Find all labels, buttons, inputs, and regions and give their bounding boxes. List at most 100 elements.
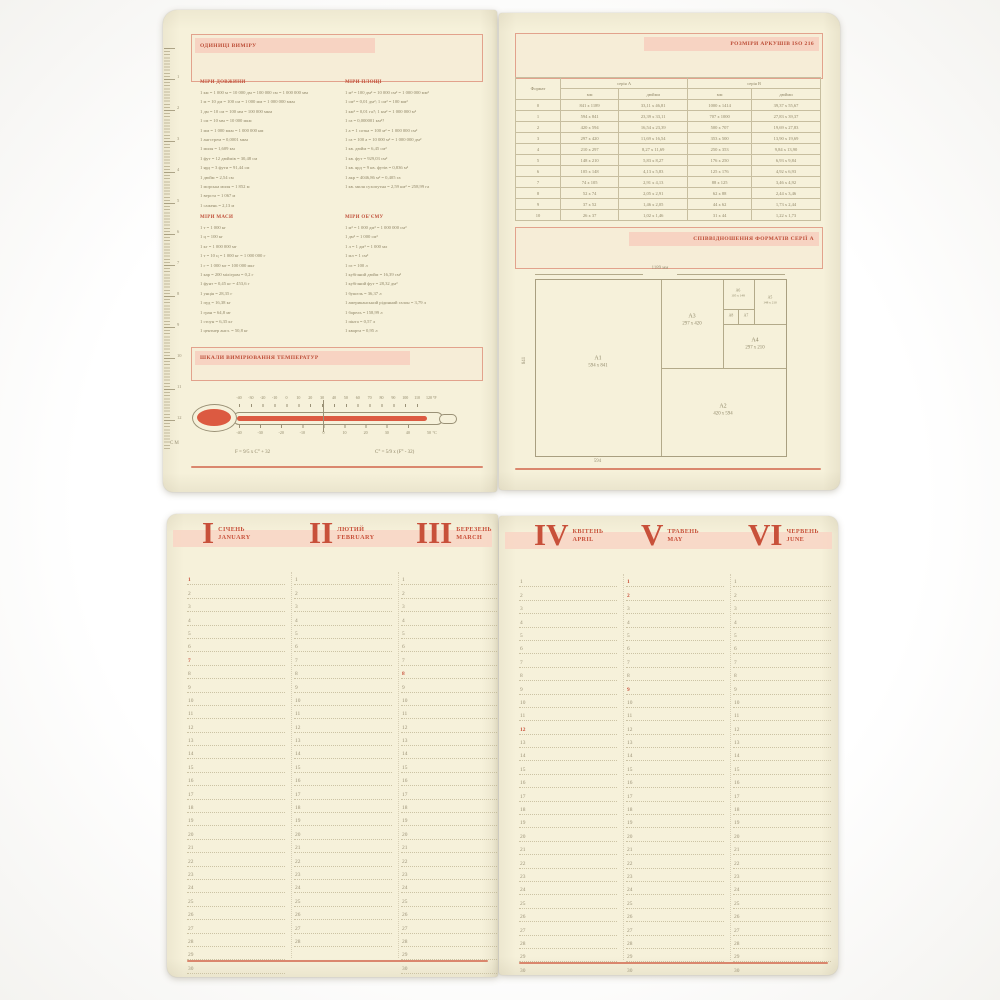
measure-section-title: МІРИ МАСИ (200, 215, 234, 220)
month-roman-numeral: II (309, 515, 334, 550)
section-mass: МІРИ МАСИ 1 т = 1 000 кг 1 ц = 100 кг 1 кг … (200, 215, 346, 336)
months-header-strip (505, 532, 832, 549)
page-bottom-rule (187, 960, 488, 962)
day-row: 9 (519, 681, 617, 695)
day-row: 22 (294, 853, 392, 867)
day-row: 21 (401, 840, 498, 854)
day-row: 10 (519, 695, 617, 708)
day-number: 14 (402, 751, 408, 758)
month-roman-numeral: III (416, 515, 453, 550)
cell-size: 297 x 420 (559, 132, 620, 144)
day-row: 5 (733, 628, 831, 641)
day-number: 22 (188, 858, 194, 865)
day-number: 10 (188, 697, 194, 704)
cell-size: 250 x 353 (687, 143, 752, 155)
thermometer-end-cap (439, 414, 457, 424)
day-row: 18 (519, 802, 617, 816)
day-row: 23 (187, 867, 285, 880)
c-tick-label: 0 (322, 430, 325, 435)
day-row: 11 (733, 708, 831, 722)
day-number: 18 (295, 805, 301, 812)
day-number: 29 (188, 952, 194, 959)
measure-line: 1 кубічний фут = 28,32 дм³ (345, 281, 398, 287)
day-number: 20 (627, 833, 633, 840)
day-row: 11 (401, 706, 498, 720)
day-number: 19 (402, 818, 408, 825)
day-number: 5 (520, 632, 523, 639)
measure-line: 1 дм = 10 см = 100 мм = 100 000 мкм (200, 108, 273, 114)
day-number: 24 (402, 885, 408, 892)
ruler-number: 12 (177, 415, 182, 420)
day-row: 24 (626, 882, 724, 896)
diagram-bottom-dimension: 594 (593, 459, 602, 464)
day-row: 18 (401, 800, 498, 814)
day-row: 24 (733, 882, 831, 896)
measure-line: 1 г = 1 000 мг = 100 000 мкг (200, 262, 255, 268)
day-row: 20 (626, 828, 724, 842)
day-row: 21 (733, 842, 831, 856)
day-number: 1 (734, 579, 737, 586)
measure-line: 1 гл = 100 л (345, 262, 368, 268)
day-number: 5 (402, 630, 405, 637)
day-row: 17 (519, 788, 617, 802)
month-column-february: 1 2 3 4 5 6 7 8 9 10 11 12 13 14 15 16 17 18 19 20 21 22 23 24 2… (294, 572, 392, 947)
day-row: 28 (294, 934, 392, 947)
day-row: 23 (519, 869, 617, 882)
day-row: 7 (733, 654, 831, 668)
day-row: 23 (733, 869, 831, 882)
month-labels: КВІТЕНЬ APRIL (572, 528, 603, 550)
cell-size: 16,54 x 23,39 (618, 121, 689, 133)
day-row: 23 (294, 867, 392, 880)
day-row: 22 (733, 855, 831, 869)
day-row: 5 (519, 628, 617, 641)
day-number: 16 (188, 778, 194, 785)
measure-line: 1 фут = 12 дюймів = 30,48 см (200, 155, 258, 161)
f-tick-label: 50 (343, 395, 348, 400)
col-header-unit-3: дюйми (750, 88, 822, 100)
ruler-cm-ticks (164, 48, 175, 450)
day-row: 12 (294, 719, 392, 733)
day-number: 11 (520, 713, 526, 720)
measure-section-title: МІРИ ПЛОЩІ (345, 80, 382, 85)
c-tick-label: 30 (384, 430, 389, 435)
cell-size: 1,73 x 2,44 (750, 198, 822, 210)
day-row: 20 (187, 826, 285, 840)
day-number: 4 (734, 619, 737, 626)
col-header-format: Формат (515, 77, 561, 100)
day-row: 2 (733, 587, 831, 601)
day-number: 5 (734, 632, 737, 639)
day-number: 5 (188, 630, 191, 637)
day-number: 1 (188, 577, 191, 584)
table-row: 9 37 x 52 1,46 x 2,05 44 x 62 1,73 x 2,44 (515, 198, 822, 210)
day-number: 9 (188, 684, 191, 691)
cell-format: 8 (515, 187, 561, 199)
day-row: 29 (187, 947, 285, 961)
cell-size: 176 x 250 (687, 154, 752, 166)
day-row: 13 (294, 733, 392, 747)
cell-size: 125 x 176 (687, 165, 752, 177)
month-roman-numeral: IV (534, 517, 569, 552)
thermometer: -40 -30 -20 -10 0 10 20 30 40 50 60 70 80 90 100 110 120… (187, 392, 473, 446)
measure-line: 1 мл = 1 см³ (345, 253, 369, 259)
cell-size: 33,11 x 46,81 (618, 99, 689, 111)
day-number: 19 (734, 820, 740, 827)
day-row: 24 (187, 880, 285, 894)
day-row: 8 (626, 668, 724, 682)
thermometer-ticks-f (239, 404, 429, 407)
ruler-number: 8 (177, 291, 180, 296)
day-number: 9 (402, 684, 405, 691)
month-name-uk: КВІТЕНЬ (572, 528, 604, 535)
day-row: 19 (294, 813, 392, 827)
table-row: 7 74 x 105 2,91 x 4,13 88 x 125 3,46 x 4,92 (515, 176, 822, 188)
measure-line: 1 пінта = 0,57 л (345, 319, 376, 325)
day-number: 4 (627, 619, 630, 626)
day-number: 6 (402, 644, 405, 651)
day-number: 30 (734, 967, 740, 974)
day-number: 6 (627, 646, 630, 653)
measure-line: 1 а = 1 сотка = 100 м² = 1 000 000 см² (345, 127, 418, 133)
day-number: 18 (627, 807, 633, 814)
day-row: 28 (401, 934, 498, 947)
day-number: 22 (734, 860, 740, 867)
day-number: 17 (734, 793, 740, 800)
day-number: 30 (402, 965, 408, 972)
